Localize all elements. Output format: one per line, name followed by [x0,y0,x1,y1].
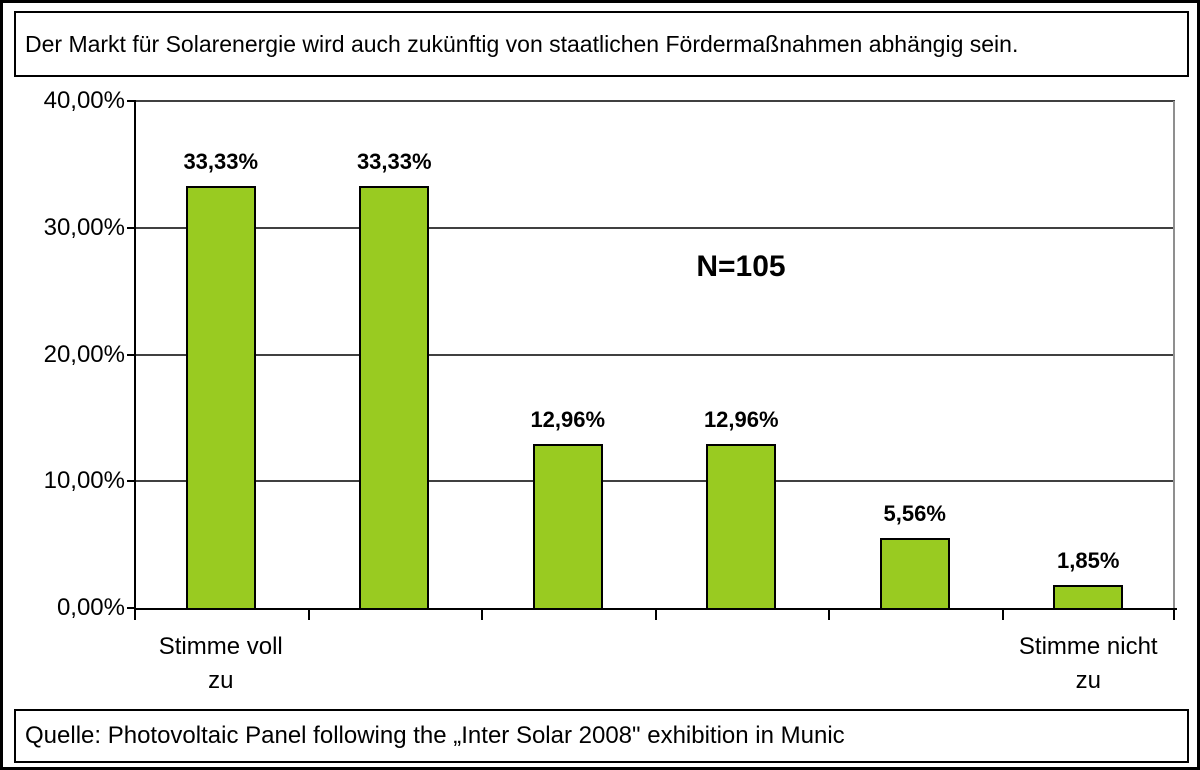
bar [359,185,430,610]
bar [532,443,603,610]
gridline [136,226,1175,229]
y-axis-tick-label: 40,00% [43,87,125,114]
sample-size-annotation: N=105 [696,250,786,283]
x-axis-tick [828,610,830,620]
bar-value-label: 33,33% [183,148,259,174]
y-axis-tick-label: 20,00% [43,340,125,368]
bar [185,185,256,610]
bar [879,537,950,610]
y-axis-tick [127,100,136,102]
x-axis-tick [134,610,136,620]
x-axis-tick [307,610,310,620]
source-text: Quelle: Photovoltaic Panel following the… [25,722,845,749]
bar [706,443,777,610]
y-axis-line [134,101,136,610]
y-axis-tick [127,353,136,356]
bar-value-label: 33,33% [356,148,432,174]
x-axis-tick [1173,610,1175,620]
bar [1053,584,1124,610]
gridline [136,100,1175,102]
bar-value-label: 5,56% [883,500,946,526]
category-label: Stimme nicht zu [983,630,1193,698]
bar-value-label: 1,85% [1057,547,1120,573]
bar-value-label: 12,96% [703,406,779,432]
x-axis-tick [1001,610,1004,620]
category-label-line: Stimme nicht [1018,633,1158,660]
x-axis-tick [654,610,657,620]
source-box: Quelle: Photovoltaic Panel following the… [14,709,1189,763]
category-label-line: zu [1075,667,1101,694]
bar-value-label: 12,96% [530,406,606,432]
x-axis-line [134,608,1177,610]
gridline [136,353,1175,356]
y-axis-tick [127,226,136,229]
category-label-line: Stimme voll [158,633,283,660]
x-axis-tick [481,610,483,620]
gridline [136,480,1175,483]
chart-title-box: Der Markt für Solarenergie wird auch zuk… [14,11,1189,77]
chart-title: Der Markt für Solarenergie wird auch zuk… [25,30,1019,57]
plot-right-wall [1173,101,1175,608]
y-axis-tick-label: 30,00% [43,213,125,241]
category-label-line: zu [208,667,234,694]
y-axis-tick-label: 10,00% [43,467,125,495]
category-label: Stimme voll zu [116,630,326,698]
y-axis-tick [127,480,136,483]
y-axis-tick-label: 0,00% [56,594,125,621]
y-axis-tick [127,607,136,609]
